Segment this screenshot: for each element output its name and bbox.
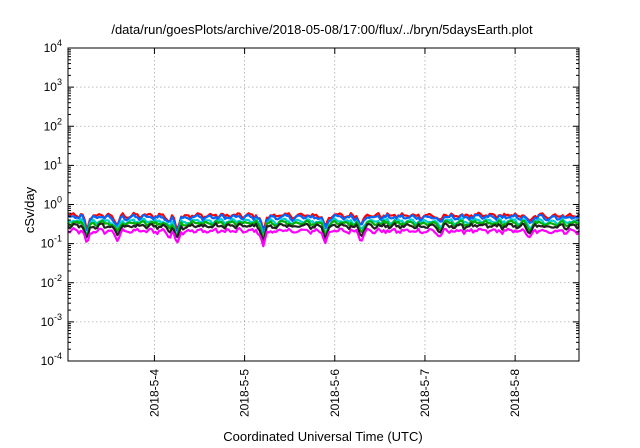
series-line-5 [67, 222, 580, 244]
y-tick-exponent: -4 [54, 351, 62, 361]
y-tick-label: 100 [44, 195, 62, 212]
y-tick-label: 10-1 [41, 234, 62, 251]
y-tick-label: 10-4 [41, 351, 62, 368]
y-tick-exponent: -3 [54, 312, 62, 322]
x-axis-label: Coordinated Universal Time (UTC) [223, 429, 422, 444]
y-tick-exponent: 2 [57, 116, 62, 126]
y-tick-exponent: -1 [54, 234, 62, 244]
x-tick-label: 2018-5-6 [328, 369, 342, 417]
chart-title: /data/run/goesPlots/archive/2018-05-08/1… [111, 22, 533, 37]
y-tick-base: 10 [41, 237, 55, 251]
y-tick-exponent: 4 [57, 38, 62, 48]
y-tick-base: 10 [41, 276, 55, 290]
y-tick-base: 10 [44, 41, 58, 55]
y-tick-base: 10 [41, 315, 55, 329]
series-line-6 [67, 227, 580, 248]
y-tick-exponent: -2 [54, 273, 62, 283]
x-tick-label: 2018-5-7 [418, 369, 432, 417]
grid [68, 48, 579, 361]
y-axis-label: cSv/day [22, 186, 37, 233]
x-tick-label: 2018-5-4 [147, 369, 161, 417]
y-tick-base: 10 [44, 158, 58, 172]
x-tick-label: 2018-5-5 [238, 369, 252, 417]
y-tick-label: 103 [44, 77, 62, 94]
y-tick-exponent: 3 [57, 77, 62, 87]
y-tick-base: 10 [41, 354, 55, 368]
y-tick-label: 104 [44, 38, 62, 55]
y-tick-base: 10 [44, 119, 58, 133]
y-tick-label: 10-3 [41, 312, 62, 329]
series-group [67, 211, 580, 248]
y-tick-base: 10 [44, 198, 58, 212]
y-tick-exponent: 0 [57, 195, 62, 205]
x-ticks: 2018-5-4 2018-5-5 2018-5-6 2018-5-7 2018-5-8 [147, 48, 522, 417]
x-tick-label: 2018-5-8 [508, 369, 522, 417]
y-tick-base: 10 [44, 80, 58, 94]
y-tick-label: 101 [44, 155, 62, 172]
y-tick-label: 102 [44, 116, 62, 133]
y-tick-exponent: 1 [57, 155, 62, 165]
series-line-2 [67, 213, 580, 235]
y-tick-label: 10-2 [41, 273, 62, 290]
